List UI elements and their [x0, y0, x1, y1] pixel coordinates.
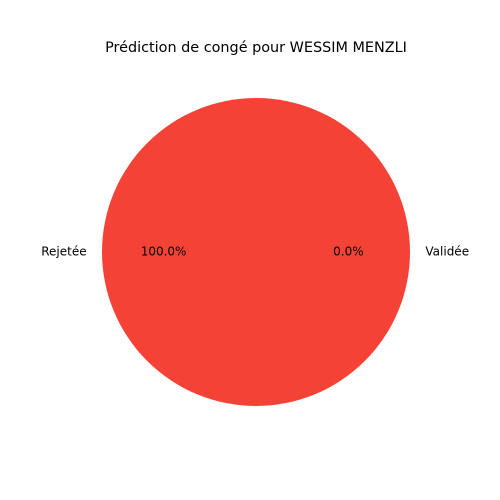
pie-slice-rejetee	[102, 98, 410, 406]
slice-percent-rejetee: 100.0%	[141, 245, 187, 259]
pie-labels: Validée 0.0% Rejetée 100.0%	[41, 245, 469, 259]
pie-slices	[102, 98, 410, 406]
chart-title: Prédiction de congé pour WESSIM MENZLI	[105, 40, 407, 56]
slice-label-validee: Validée	[425, 245, 469, 259]
slice-label-rejetee: Rejetée	[41, 245, 86, 259]
slice-percent-validee: 0.0%	[333, 245, 364, 259]
